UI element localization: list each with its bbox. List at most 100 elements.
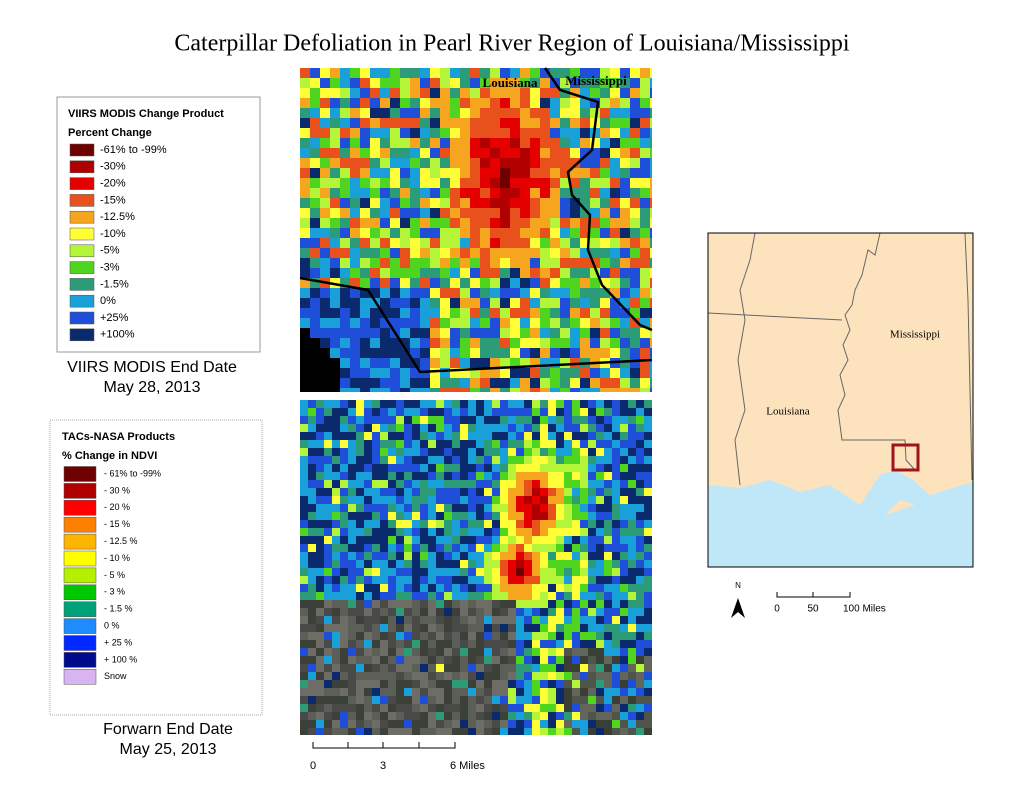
raster-cell	[444, 584, 452, 592]
raster-cell	[308, 408, 316, 416]
raster-cell	[332, 664, 340, 672]
raster-cell	[428, 496, 436, 504]
raster-cell	[564, 472, 572, 480]
raster-cell	[604, 536, 612, 544]
raster-cell	[572, 616, 580, 624]
raster-cell	[500, 318, 510, 328]
raster-cell	[548, 536, 556, 544]
raster-cell	[530, 218, 540, 228]
raster-cell	[310, 258, 320, 268]
raster-cell	[404, 560, 412, 568]
raster-cell	[364, 600, 372, 608]
raster-cell	[524, 728, 532, 735]
raster-cell	[620, 600, 628, 608]
raster-cell	[360, 198, 370, 208]
raster-cell	[650, 168, 652, 178]
raster-cell	[460, 248, 470, 258]
raster-cell	[348, 704, 356, 712]
raster-cell	[564, 584, 572, 592]
raster-cell	[340, 592, 348, 600]
raster-cell	[476, 648, 484, 656]
raster-cell	[548, 488, 556, 496]
raster-cell	[560, 218, 570, 228]
raster-cell	[500, 148, 510, 158]
raster-cell	[596, 552, 604, 560]
raster-cell	[428, 520, 436, 528]
raster-cell	[540, 218, 550, 228]
raster-cell	[300, 608, 308, 616]
raster-cell	[600, 258, 610, 268]
raster-cell	[610, 368, 620, 378]
raster-cell	[484, 560, 492, 568]
raster-cell	[516, 664, 524, 672]
raster-cell	[540, 198, 550, 208]
raster-cell	[468, 408, 476, 416]
raster-cell	[610, 228, 620, 238]
raster-cell	[380, 640, 388, 648]
raster-cell	[308, 560, 316, 568]
raster-cell	[380, 78, 390, 88]
raster-cell	[556, 552, 564, 560]
legend-swatch	[69, 210, 95, 224]
raster-cell	[630, 218, 640, 228]
raster-cell	[636, 480, 644, 488]
raster-cell	[644, 448, 652, 456]
raster-cell	[332, 584, 340, 592]
raster-cell	[380, 378, 390, 388]
raster-cell	[372, 416, 380, 424]
raster-cell	[516, 472, 524, 480]
raster-cell	[316, 544, 324, 552]
raster-cell	[644, 720, 652, 728]
raster-cell	[644, 704, 652, 712]
raster-cell	[532, 448, 540, 456]
raster-cell	[412, 560, 420, 568]
raster-cell	[556, 704, 564, 712]
raster-cell	[524, 552, 532, 560]
raster-cell	[444, 408, 452, 416]
raster-cell	[600, 338, 610, 348]
raster-cell	[410, 98, 420, 108]
raster-cell	[636, 624, 644, 632]
raster-cell	[540, 568, 548, 576]
raster-cell	[476, 576, 484, 584]
raster-cell	[364, 592, 372, 600]
raster-cell	[596, 440, 604, 448]
raster-cell	[620, 198, 630, 208]
raster-cell	[430, 358, 440, 368]
raster-cell	[636, 472, 644, 480]
raster-cell	[500, 656, 508, 664]
raster-cell	[636, 632, 644, 640]
raster-cell	[316, 512, 324, 520]
raster-cell	[388, 720, 396, 728]
raster-cell	[470, 328, 480, 338]
raster-cell	[500, 228, 510, 238]
raster-cell	[364, 664, 372, 672]
raster-cell	[470, 258, 480, 268]
raster-cell	[612, 616, 620, 624]
raster-cell	[380, 720, 388, 728]
raster-cell	[370, 148, 380, 158]
raster-cell	[556, 424, 564, 432]
raster-cell	[430, 168, 440, 178]
raster-cell	[572, 608, 580, 616]
raster-cell	[510, 68, 520, 78]
raster-cell	[320, 78, 330, 88]
raster-cell	[380, 268, 390, 278]
raster-cell	[308, 656, 316, 664]
raster-cell	[332, 472, 340, 480]
raster-cell	[436, 608, 444, 616]
raster-cell	[590, 218, 600, 228]
raster-cell	[388, 504, 396, 512]
raster-cell	[370, 338, 380, 348]
raster-cell	[508, 640, 516, 648]
raster-cell	[508, 560, 516, 568]
raster-cell	[308, 440, 316, 448]
raster-cell	[320, 298, 330, 308]
raster-cell	[640, 308, 650, 318]
raster-cell	[308, 720, 316, 728]
raster-cell	[460, 704, 468, 712]
raster-cell	[410, 188, 420, 198]
raster-cell	[572, 488, 580, 496]
raster-cell	[610, 308, 620, 318]
raster-cell	[470, 88, 480, 98]
